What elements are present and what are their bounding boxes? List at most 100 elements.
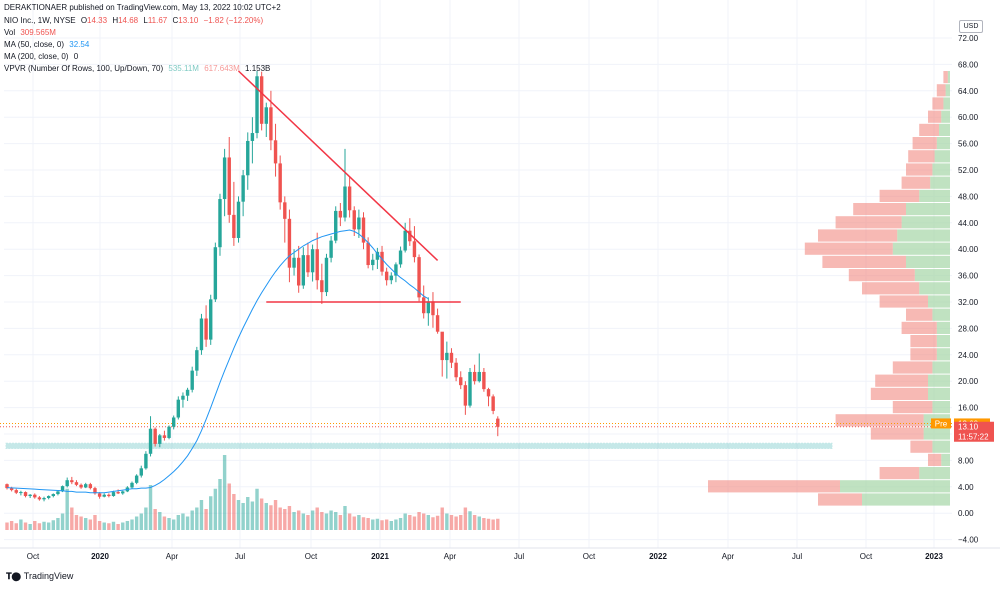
- volume-bar: [51, 520, 55, 530]
- footer-brand: TradingView: [23, 571, 74, 581]
- vpvr-down-bar: [879, 467, 920, 480]
- vpvr-label[interactable]: VPVR (Number Of Rows, 100, Up/Down, 70): [4, 64, 164, 73]
- y-tick-label: 20.00: [958, 377, 979, 386]
- ma50-label[interactable]: MA (50, close, 0): [4, 40, 65, 49]
- volume-bar: [88, 519, 93, 530]
- candle-body: [296, 257, 301, 286]
- candle-body: [209, 299, 213, 340]
- countdown-text: 11:57:22: [958, 433, 989, 442]
- volume-bar: [56, 518, 60, 530]
- candle-body: [329, 240, 333, 258]
- descending-resistance-trendline: [237, 70, 439, 261]
- volume-bar: [9, 521, 14, 530]
- volume-bar: [227, 483, 231, 530]
- candle-body: [213, 247, 218, 300]
- candle-body: [384, 271, 389, 281]
- candle-body: [139, 468, 143, 476]
- candle-body: [190, 370, 194, 390]
- volume-bar: [97, 521, 102, 530]
- vpvr-total-value: 1.153B: [245, 64, 271, 73]
- candle-body: [51, 494, 55, 497]
- volume-bar: [315, 507, 319, 530]
- candle-body: [65, 480, 69, 487]
- candle-body: [167, 426, 171, 438]
- candle-body: [287, 218, 292, 268]
- vpvr-up-bar: [862, 493, 950, 506]
- volume-bar: [482, 518, 486, 530]
- candle-body: [445, 352, 449, 361]
- vpvr-down-bar: [892, 361, 933, 374]
- currency-button[interactable]: USD: [959, 20, 983, 33]
- candle-body: [162, 435, 167, 438]
- vol-label[interactable]: Vol: [4, 28, 16, 37]
- vpvr-down-bar: [910, 348, 937, 361]
- volume-bar: [426, 515, 431, 530]
- candle-body: [292, 257, 296, 268]
- volume-bar: [431, 517, 435, 530]
- volume-bar: [334, 512, 338, 530]
- candle-body: [97, 493, 102, 497]
- volume-bar: [102, 522, 106, 530]
- candle-body: [334, 210, 338, 241]
- legend-vpvr-row[interactable]: VPVR (Number Of Rows, 100, Up/Down, 70) …: [4, 64, 273, 74]
- candle-body: [412, 241, 417, 258]
- volume-bar: [440, 507, 444, 530]
- tradingview-footer[interactable]: 𝐓⬤ TradingView: [6, 571, 73, 582]
- vpvr-up-bar: [936, 137, 950, 150]
- candle-body: [426, 301, 431, 314]
- volume-bar: [241, 503, 245, 530]
- vpvr-down-bar: [862, 282, 920, 295]
- volume-bar: [320, 512, 324, 530]
- x-tick-label: 2021: [371, 552, 389, 561]
- volume-bar: [389, 521, 393, 530]
- candle-body: [338, 210, 343, 218]
- volume-bar: [283, 509, 287, 530]
- candle-body: [185, 389, 190, 396]
- volume-bar: [37, 523, 42, 530]
- candle-body: [9, 488, 14, 491]
- volume-bar: [171, 519, 176, 530]
- vpvr-down-value: 617.643M: [204, 64, 240, 73]
- candle-body: [273, 140, 278, 164]
- candle-body: [19, 492, 23, 494]
- last-price-badge: [954, 421, 994, 442]
- legend-symbol-row[interactable]: NIO Inc., 1W, NYSE O14.33 H14.68 L11.67 …: [4, 16, 266, 26]
- vol-value: 309.565M: [20, 28, 56, 37]
- x-tick-label: Apr: [166, 552, 179, 561]
- vpvr-up-bar: [901, 216, 950, 229]
- x-tick-label: Apr: [722, 552, 735, 561]
- candle-body: [278, 163, 282, 203]
- vpvr-up-bar: [936, 321, 950, 334]
- volume-bar: [380, 520, 384, 530]
- ma200-label[interactable]: MA (200, close, 0): [4, 52, 69, 61]
- volume-bar: [269, 505, 273, 530]
- candle-body: [408, 230, 412, 242]
- legend-ma50-row[interactable]: MA (50, close, 0) 32.54: [4, 40, 92, 50]
- volume-bar: [352, 516, 356, 530]
- candle-body: [28, 494, 32, 497]
- symbol-label[interactable]: NIO Inc., 1W, NYSE: [4, 16, 76, 25]
- vpvr-up-bar: [928, 374, 950, 387]
- vpvr-up-bar: [897, 229, 950, 242]
- x-tick-label: Jul: [514, 552, 524, 561]
- volume-bar: [278, 507, 282, 530]
- vpvr-down-bar: [919, 123, 939, 136]
- y-tick-label: 32.00: [958, 298, 979, 307]
- volume-bar: [19, 519, 23, 530]
- volume-bar: [264, 503, 268, 530]
- tradingview-logo-icon: 𝐓⬤: [6, 571, 21, 581]
- candle-body: [482, 371, 486, 390]
- candle-body: [477, 371, 481, 382]
- vpvr-up-bar: [936, 335, 950, 348]
- volume-bar: [218, 479, 222, 530]
- ohlc-open: 14.33: [87, 16, 108, 25]
- candle-body: [463, 385, 468, 406]
- volume-bar: [232, 494, 236, 530]
- candle-body: [181, 395, 185, 400]
- legend-volume-row[interactable]: Vol 309.565M: [4, 28, 59, 38]
- candle-body: [236, 201, 241, 238]
- legend-ma200-row[interactable]: MA (200, close, 0) 0: [4, 52, 81, 62]
- candle-body: [93, 488, 97, 494]
